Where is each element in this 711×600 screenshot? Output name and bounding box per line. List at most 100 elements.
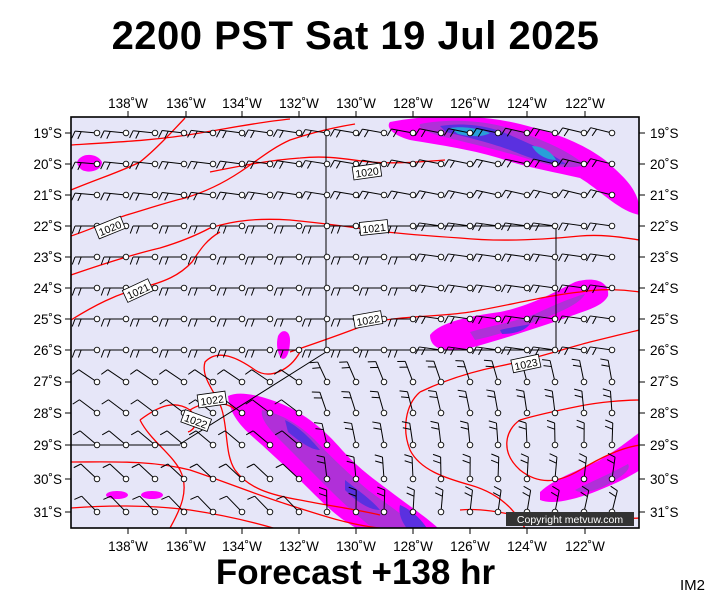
wind-barb-flag <box>250 318 255 327</box>
wind-barb-flag <box>164 318 169 327</box>
wind-barb-flag <box>245 430 254 436</box>
lat-label: 25˚S <box>650 312 679 327</box>
wind-barb-flag <box>520 459 529 464</box>
wind-barb-flag <box>318 493 327 497</box>
wind-barb-flag <box>421 285 426 294</box>
station-circle <box>551 346 559 354</box>
station-circle <box>266 191 274 199</box>
wind-barb-flag <box>585 158 592 166</box>
wind-barb-flag <box>591 128 598 137</box>
station-circle <box>93 160 101 168</box>
wind-barb-flag <box>222 161 227 170</box>
wind-barb-flag <box>420 191 426 200</box>
station-circle <box>151 129 159 137</box>
wind-barb-flag <box>312 367 321 369</box>
wind-barb-flag <box>187 192 192 200</box>
wind-barb-staff <box>581 391 585 414</box>
wind-barb-staff <box>391 190 414 196</box>
station-circle <box>238 409 246 417</box>
lat-label: 30˚S <box>33 472 62 487</box>
wind-barb-staff <box>607 360 613 383</box>
station-circle <box>494 346 502 354</box>
wind-barb-flag <box>491 453 499 458</box>
wind-barb-flag <box>187 287 192 296</box>
wind-barb-flag <box>71 192 76 201</box>
station-circle <box>551 160 559 168</box>
wind-barb-flag <box>336 349 341 358</box>
wind-barb-flag <box>557 158 564 166</box>
station-circle <box>437 222 445 230</box>
wind-barb-flag <box>346 460 355 464</box>
station-circle <box>437 191 445 199</box>
lon-label: 136˚W <box>166 96 206 111</box>
wind-barb-staff <box>469 490 473 513</box>
wind-barb-flag <box>450 223 455 232</box>
station-circle <box>494 315 502 323</box>
wind-barb-flag <box>216 225 221 234</box>
wind-barb-flag <box>548 459 557 464</box>
wind-barb-flag <box>250 225 255 234</box>
wind-barb-flag <box>586 315 591 324</box>
wind-barb-flag <box>516 395 525 398</box>
wind-barb-staff <box>75 130 98 134</box>
wind-barb-staff <box>223 369 243 383</box>
wind-barb-staff <box>526 490 532 513</box>
wind-barb-flag <box>129 225 134 234</box>
wind-barb-flag <box>404 454 413 458</box>
wind-barb-flag <box>581 485 590 491</box>
wind-barb-flag <box>415 346 420 355</box>
wind-barb-flag <box>106 193 111 201</box>
wind-barb-flag <box>432 460 441 464</box>
wind-barb-staff <box>226 495 243 513</box>
wind-barb-flag <box>216 191 221 200</box>
wind-barb-flag <box>317 460 326 464</box>
wind-barb-staff <box>590 253 613 258</box>
station-circle <box>323 378 331 386</box>
lat-labels-right: 19˚S 20˚S 21˚S 22˚S 23˚S 24˚S 25˚S 26˚S … <box>650 126 679 520</box>
wind-barb-staff <box>375 361 385 383</box>
station-circle <box>295 160 303 168</box>
wind-barb-staff <box>137 399 156 414</box>
wind-barb-staff <box>505 346 528 351</box>
station-circle <box>266 378 274 386</box>
wind-barb-staff <box>319 392 328 414</box>
wind-barb-staff <box>562 315 585 320</box>
wind-barb-flag <box>399 390 408 393</box>
wind-barb-flag <box>363 191 369 200</box>
station-circle <box>380 378 388 386</box>
station-circle <box>409 191 417 199</box>
wind-barb-flag <box>307 130 312 138</box>
wind-barb-flag <box>158 161 163 169</box>
wind-barb-flag <box>415 253 420 262</box>
wind-barb-staff <box>505 158 528 165</box>
wind-barb-flag <box>591 190 598 199</box>
axis-ticks <box>65 111 645 534</box>
lat-label: 31˚S <box>650 505 679 520</box>
wind-barb-flag <box>216 349 221 358</box>
wind-barb-staff <box>476 253 499 258</box>
station-circle <box>608 346 616 354</box>
station-circle <box>93 378 101 386</box>
wind-barb-flag <box>193 161 198 170</box>
wind-barb-flag <box>279 130 284 138</box>
lat-label: 23˚S <box>650 250 679 265</box>
wind-barb-staff <box>497 456 500 480</box>
station-circle <box>580 315 588 323</box>
wind-barb-staff <box>104 161 127 165</box>
station-circle <box>209 441 217 449</box>
wind-barb-flag <box>329 129 335 137</box>
wind-barb-flag <box>564 223 569 232</box>
wind-barb-staff <box>533 315 556 320</box>
station-circle <box>437 409 445 417</box>
wind-barb-flag <box>592 285 597 294</box>
wind-barb-staff <box>448 128 471 134</box>
wind-barb-staff <box>549 360 556 383</box>
lon-label: 138˚W <box>108 539 148 554</box>
wind-barb-flag <box>135 162 140 170</box>
wind-barb-flag <box>73 463 82 469</box>
station-circle <box>93 409 101 417</box>
wind-barb-staff <box>419 159 442 165</box>
lon-label: 134˚W <box>222 96 262 111</box>
station-circle <box>209 315 217 323</box>
